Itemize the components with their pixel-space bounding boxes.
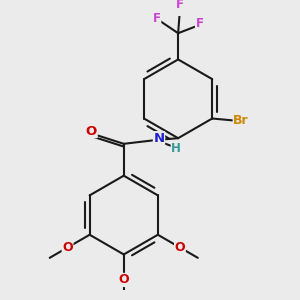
Text: Br: Br (233, 114, 249, 127)
Text: O: O (118, 273, 129, 286)
Text: N: N (153, 132, 165, 145)
Text: F: F (196, 17, 203, 30)
Text: O: O (86, 124, 97, 138)
Text: F: F (153, 12, 161, 25)
Text: H: H (171, 142, 181, 155)
Text: F: F (176, 0, 184, 11)
Text: O: O (175, 241, 185, 254)
Text: O: O (62, 241, 73, 254)
